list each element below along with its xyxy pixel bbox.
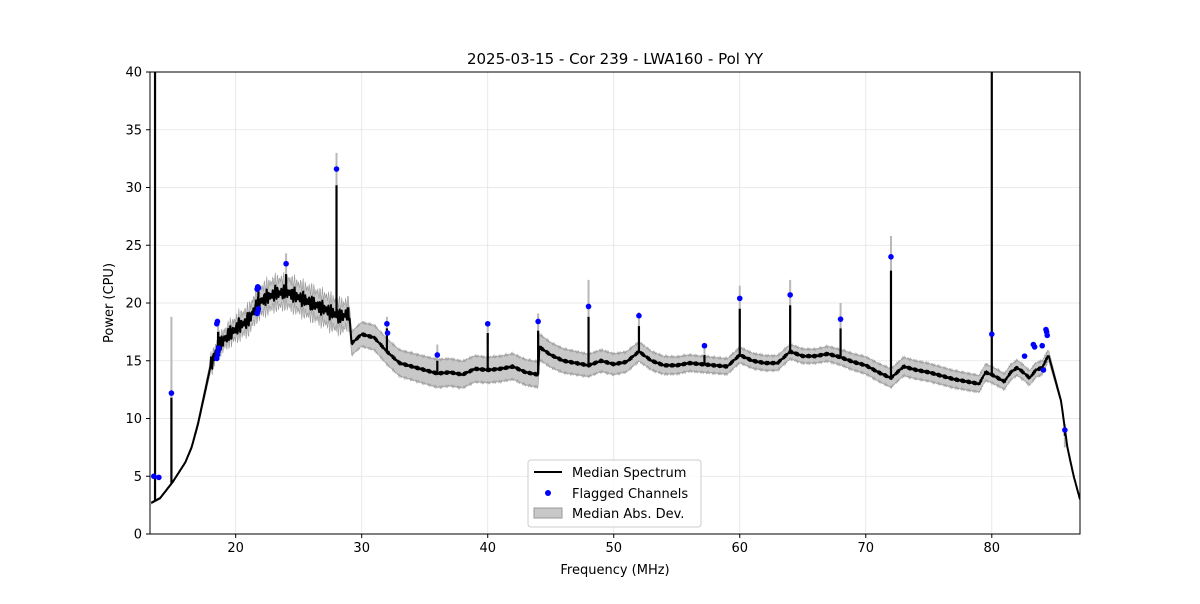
flagged-point (283, 260, 289, 267)
y-tick-label: 25 (125, 239, 142, 254)
legend-box (527, 459, 702, 528)
flagged-point (701, 342, 708, 349)
flagged-point (156, 474, 162, 481)
flagged-point (1021, 353, 1028, 359)
flagged-point (384, 330, 391, 336)
x-tick-label: 60 (731, 541, 748, 556)
y-tick-label: 20 (125, 297, 142, 312)
median-line-group (150, 72, 1080, 504)
mad-area (151, 271, 1080, 505)
x-tick-label: 80 (984, 541, 1001, 556)
legend-median-label: Median Spectrum (572, 466, 686, 481)
flagged-point (988, 331, 995, 337)
flagged-point (214, 318, 221, 325)
flagged-point (1062, 427, 1068, 433)
legend: Median Spectrum Flagged Channels Median … (527, 459, 702, 528)
legend-flagged-swatch (545, 490, 551, 496)
flagged-point (736, 295, 743, 302)
flagged-point (255, 305, 262, 312)
mad-band (151, 152, 1080, 505)
flagged-point (1040, 367, 1047, 373)
y-tick-label: 35 (125, 123, 142, 138)
flagged-point (255, 285, 262, 291)
flagged-point (888, 253, 894, 260)
x-tick-label: 20 (227, 541, 244, 556)
x-axis-label: Frequency (MHz) (560, 563, 669, 578)
flagged-points (150, 166, 1068, 481)
flagged-point (1043, 329, 1050, 335)
flagged-point (1031, 344, 1038, 350)
y-axis-label: Power (CPU) (102, 263, 117, 343)
flagged-point (484, 320, 491, 327)
flagged-point (787, 292, 793, 298)
flagged-point (384, 320, 390, 327)
flagged-point (636, 312, 642, 319)
flagged-point (333, 166, 340, 172)
flagged-point (434, 352, 441, 358)
x-tick-label: 70 (857, 541, 874, 556)
y-tick-label: 40 (125, 66, 142, 81)
legend-mad-label: Median Abs. Dev. (572, 507, 684, 522)
legend-flagged-label: Flagged Channels (572, 487, 688, 502)
flagged-point (1039, 342, 1045, 349)
median-line (150, 283, 1080, 504)
x-tick-label: 40 (479, 541, 496, 556)
flagged-point (168, 390, 175, 396)
y-tick-label: 10 (125, 412, 142, 427)
y-tick-label: 15 (125, 354, 142, 369)
x-tick-label: 30 (353, 541, 370, 556)
legend-mad-swatch (533, 507, 563, 519)
flagged-point (150, 473, 157, 480)
flagged-point (535, 318, 541, 325)
flagged-point (837, 316, 844, 322)
y-tick-label: 0 (134, 528, 142, 543)
y-tick-label: 5 (134, 470, 142, 485)
chart-title: 2025-03-15 - Cor 239 - LWA160 - Pol YY (467, 50, 764, 68)
x-tick-label: 50 (605, 541, 622, 556)
ticks: 20 30 40 50 60 70 80 0 5 10 15 20 25 30 35 40 (125, 66, 1000, 557)
y-tick-label: 30 (125, 181, 142, 196)
flagged-point (585, 303, 592, 310)
flagged-point (215, 345, 222, 351)
